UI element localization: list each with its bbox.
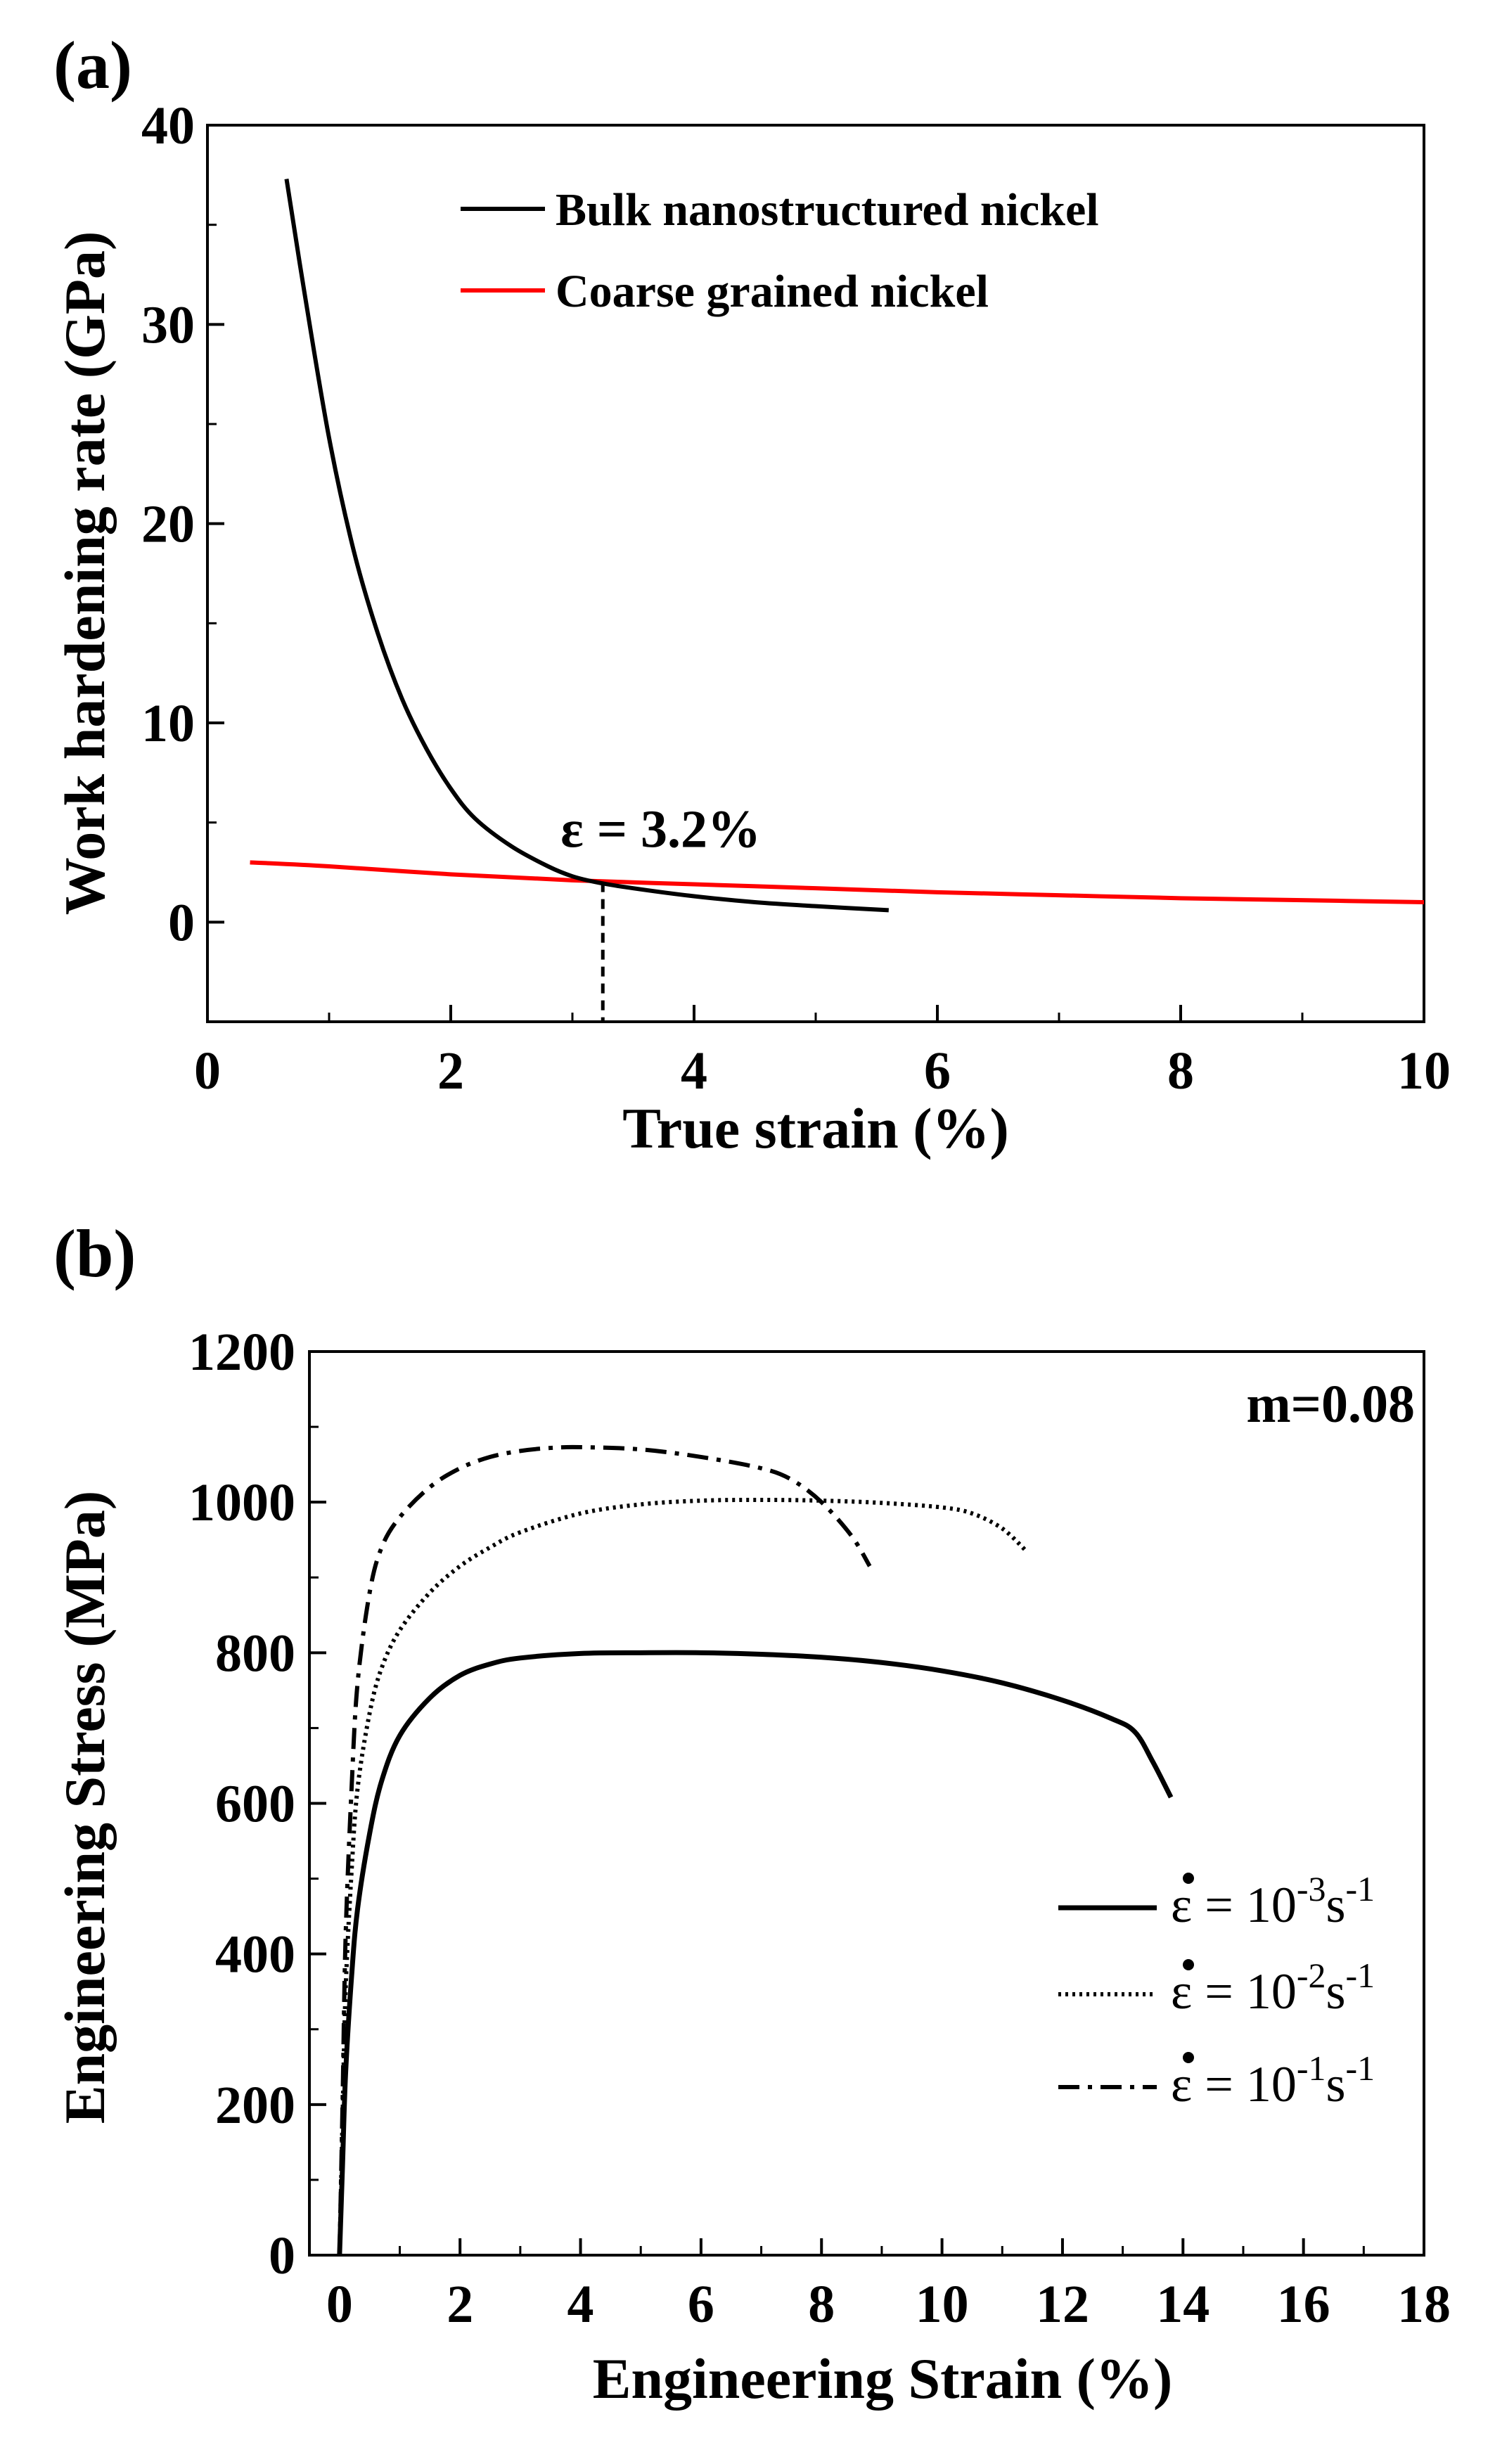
panel-a-series xyxy=(250,179,1425,913)
panel-a-y-axis-title: Work hardening rate (GPa) xyxy=(53,231,117,916)
b-x-tick-label: 18 xyxy=(1397,2275,1451,2334)
panel-b: 0 2 4 6 8 10 12 14 16 18 0 200 400 600 800 1000 1200 m=0… xyxy=(53,1323,1451,2411)
a-y-tick-label: 0 xyxy=(168,893,195,952)
a-x-tick-label: 6 xyxy=(924,1041,951,1101)
series-rate--2-line xyxy=(337,1497,1028,2256)
legend-label-rate-2: ε = 10-2s-1 xyxy=(1171,1956,1375,2020)
b-x-tick-label: 2 xyxy=(447,2275,473,2334)
b-x-tick-label: 6 xyxy=(688,2275,714,2334)
panel-a-label: (a) xyxy=(53,27,132,103)
a-y-tick-label: 10 xyxy=(141,694,195,753)
a-x-tick-label: 8 xyxy=(1167,1041,1194,1101)
b-x-tick-label: 12 xyxy=(1036,2275,1089,2334)
panel-b-y-axis-title: Engineering Stress (MPa) xyxy=(53,1491,117,2124)
series-rate--1-line xyxy=(337,1444,872,2256)
b-y-tick-label: 800 xyxy=(215,1624,295,1683)
panel-b-tick-labels: 0 2 4 6 8 10 12 14 16 18 0 200 400 600 800 1000 1200 xyxy=(188,1323,1451,2334)
b-x-tick-label: 0 xyxy=(326,2275,353,2334)
legend-label-rate-3: ε = 10-3s-1 xyxy=(1171,1869,1375,1933)
legend-label-coarse: Coarse grained nickel xyxy=(556,266,989,317)
series-bulk-nano-line xyxy=(284,179,889,913)
b-y-tick-label: 400 xyxy=(215,1925,295,1984)
b-x-tick-label: 16 xyxy=(1277,2275,1330,2334)
panel-b-x-axis-title: Engineering Strain (%) xyxy=(593,2347,1173,2411)
rate-dot-icon xyxy=(1183,2052,1194,2063)
b-x-tick-label: 4 xyxy=(567,2275,594,2334)
b-x-tick-label: 10 xyxy=(916,2275,969,2334)
b-y-tick-label: 200 xyxy=(215,2076,295,2135)
a-y-tick-label: 40 xyxy=(141,96,195,155)
panel-b-label: (b) xyxy=(53,1216,136,1291)
panel-a-tick-labels: 0 2 4 6 8 10 0 10 20 30 40 xyxy=(141,96,1451,1101)
b-y-tick-label: 1200 xyxy=(188,1323,295,1382)
legend-label-bulk-nano: Bulk nanostructured nickel xyxy=(556,184,1099,236)
a-x-tick-label: 10 xyxy=(1397,1041,1451,1101)
rate-dot-icon xyxy=(1183,1959,1194,1970)
a-y-tick-label: 20 xyxy=(141,495,195,554)
b-x-tick-label: 8 xyxy=(808,2275,835,2334)
panel-a-ticks xyxy=(206,124,1425,1023)
strain-annotation: ε = 3.2% xyxy=(560,800,761,859)
panel-a-x-axis-title: True strain (%) xyxy=(622,1096,1009,1160)
series-coarse-line xyxy=(250,860,1425,904)
panel-b-frame xyxy=(308,1350,1425,2257)
panel-a: 0 2 4 6 8 10 0 10 20 30 40 ε = 3.2% Bulk nanostruc… xyxy=(53,96,1451,1160)
panel-a-legend: Bulk nanostructured nickel Coarse graine… xyxy=(461,184,1099,317)
panel-b-ticks xyxy=(309,1350,1425,2257)
a-x-tick-label: 2 xyxy=(437,1041,464,1101)
m-value-annotation: m=0.08 xyxy=(1246,1375,1415,1434)
a-x-tick-label: 4 xyxy=(681,1041,707,1101)
series-rate--3-line xyxy=(337,1650,1174,2256)
b-y-tick-label: 1000 xyxy=(188,1473,295,1532)
b-y-tick-label: 0 xyxy=(269,2226,295,2285)
rate-dot-icon xyxy=(1183,1873,1194,1884)
legend-label-rate-1: ε = 10-1s-1 xyxy=(1171,2048,1375,2112)
panel-b-series xyxy=(337,1444,1174,2256)
a-y-tick-label: 30 xyxy=(141,295,195,354)
panel-b-legend: ε = 10-3s-1 ε = 10-2s-1 ε = 10-1s-1 xyxy=(1058,1869,1375,2112)
b-x-tick-label: 14 xyxy=(1156,2275,1210,2334)
a-x-tick-label: 0 xyxy=(194,1041,221,1101)
b-y-tick-label: 600 xyxy=(215,1775,295,1834)
